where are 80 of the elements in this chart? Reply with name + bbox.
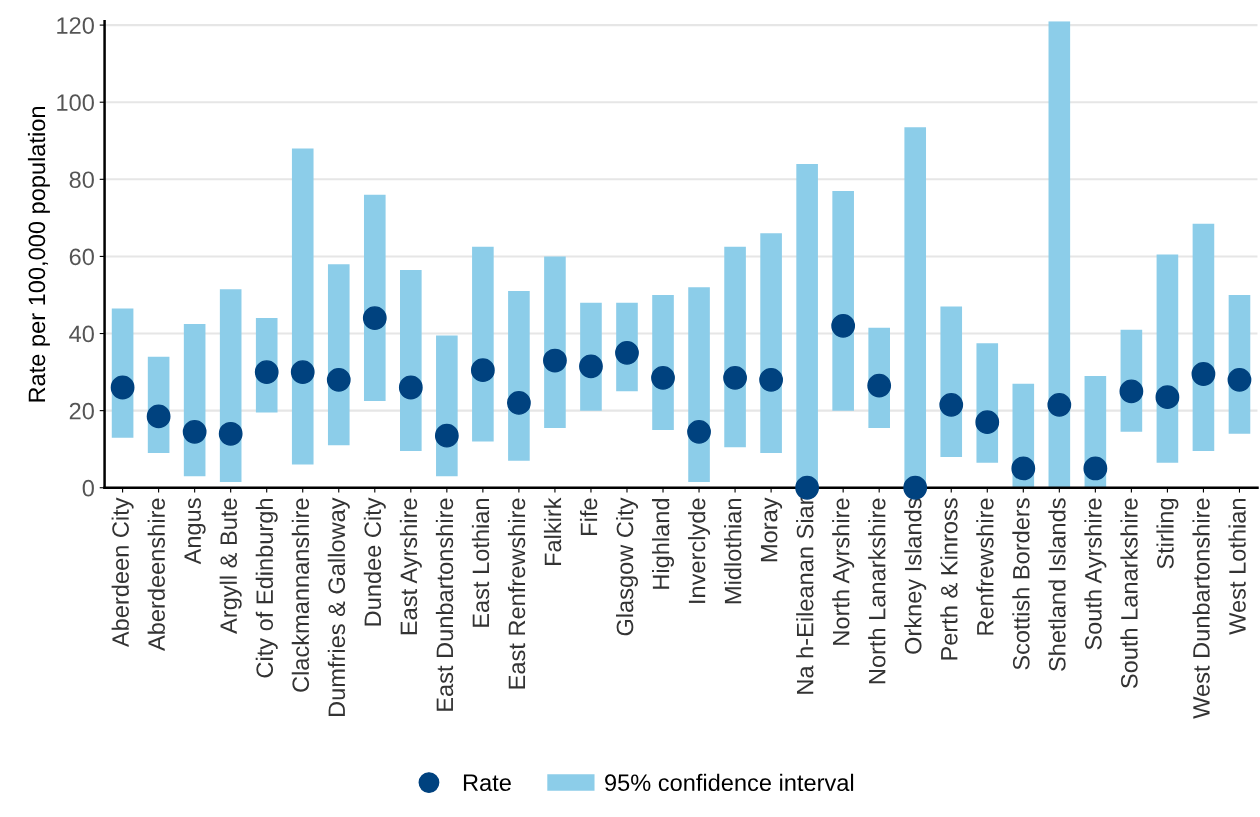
point <box>975 410 1000 435</box>
y-tick-label: 80 <box>69 171 94 189</box>
point <box>1011 456 1036 481</box>
x-tick-label: North Lanarkshire <box>868 498 886 684</box>
x-tick-label: South Ayrshire <box>1084 498 1107 650</box>
point <box>1047 392 1072 417</box>
point <box>398 375 423 400</box>
point <box>1155 385 1180 410</box>
x-tick-label: Perth & Kinross <box>940 498 958 660</box>
y-tick-label: 100 <box>57 94 94 111</box>
bar <box>724 246 746 448</box>
y-tick-label: 20 <box>69 402 94 420</box>
point <box>326 367 351 392</box>
point <box>434 423 459 448</box>
y-tick-label: 0 <box>82 479 94 497</box>
x-tick-label: Aberdeenshire <box>147 498 165 651</box>
x-tick-label: East Dunbartonshire <box>435 498 454 711</box>
x-tick-label: Falkirk <box>543 497 562 566</box>
point <box>687 419 711 444</box>
point <box>362 306 387 331</box>
point <box>146 404 171 429</box>
x-tick-label: Fife <box>579 498 598 535</box>
point <box>651 365 675 390</box>
point <box>507 391 531 415</box>
point <box>1227 367 1252 392</box>
point <box>579 354 603 379</box>
point <box>218 421 243 446</box>
y-tick-label: 60 <box>69 248 94 266</box>
legend-label: 95% confidence interval <box>605 773 854 792</box>
x-tick-label: Stirling <box>1156 498 1179 569</box>
y-tick-label: 40 <box>69 325 94 343</box>
point <box>867 373 892 398</box>
x-tick-label: Scottish Borders <box>1012 498 1030 670</box>
bar <box>363 194 386 401</box>
x-tick-label: West Dunbartonshire <box>1192 498 1210 719</box>
x-tick-label: North Ayrshire <box>832 498 855 645</box>
bar <box>832 190 854 411</box>
x-tick-label: Orkney Islands <box>904 498 927 654</box>
x-tick-label: Clackmannanshire <box>291 498 310 692</box>
x-tick-label: Dumfries & Galloway <box>327 497 350 716</box>
point <box>110 375 135 400</box>
point <box>1191 362 1216 386</box>
x-tick-label: Renfrewshire <box>976 498 994 635</box>
point <box>1083 456 1108 481</box>
x-tick-label: Shetland Islands <box>1048 498 1066 671</box>
point <box>939 392 964 417</box>
bar <box>760 233 782 454</box>
x-tick-label: Dundee City <box>363 497 386 626</box>
x-tick-label: Highland <box>652 498 675 589</box>
point <box>759 367 783 392</box>
y-tick-label: 120 <box>57 17 94 34</box>
x-tick-label: Moray <box>760 497 783 562</box>
bar <box>291 148 314 465</box>
point <box>182 419 207 444</box>
point <box>543 348 567 373</box>
point <box>615 340 639 365</box>
bar <box>1048 21 1071 488</box>
point <box>795 475 820 500</box>
legend-label: Rate <box>463 774 511 792</box>
x-tick-label: Argyll & Bute <box>219 498 242 634</box>
point <box>903 475 928 500</box>
x-tick-label: Aberdeen City <box>111 497 134 648</box>
x-tick-label: East Renfrewshire <box>507 498 526 689</box>
point <box>723 365 747 390</box>
x-tick-label: East Ayrshire <box>399 498 422 635</box>
x-tick-label: City of Edinburgh <box>255 498 278 678</box>
x-tick-label: Angus <box>184 498 206 565</box>
x-tick-label: Inverclyde <box>688 498 711 603</box>
x-tick-label: West Lothian <box>1228 499 1246 635</box>
point <box>831 313 856 338</box>
y-axis-title: Rate per 100,000 population <box>27 107 50 402</box>
point <box>254 360 279 384</box>
x-tick-label: East Lothian <box>471 499 490 627</box>
x-tick-label: South Lanarkshire <box>1120 498 1138 689</box>
x-tick-label: Midlothian <box>724 499 742 604</box>
x-tick-label: Glasgow City <box>615 497 638 636</box>
point <box>470 358 495 383</box>
x-tick-label: Na h-Eileanan Siar <box>796 497 814 694</box>
point <box>290 360 315 384</box>
point <box>1119 379 1144 404</box>
